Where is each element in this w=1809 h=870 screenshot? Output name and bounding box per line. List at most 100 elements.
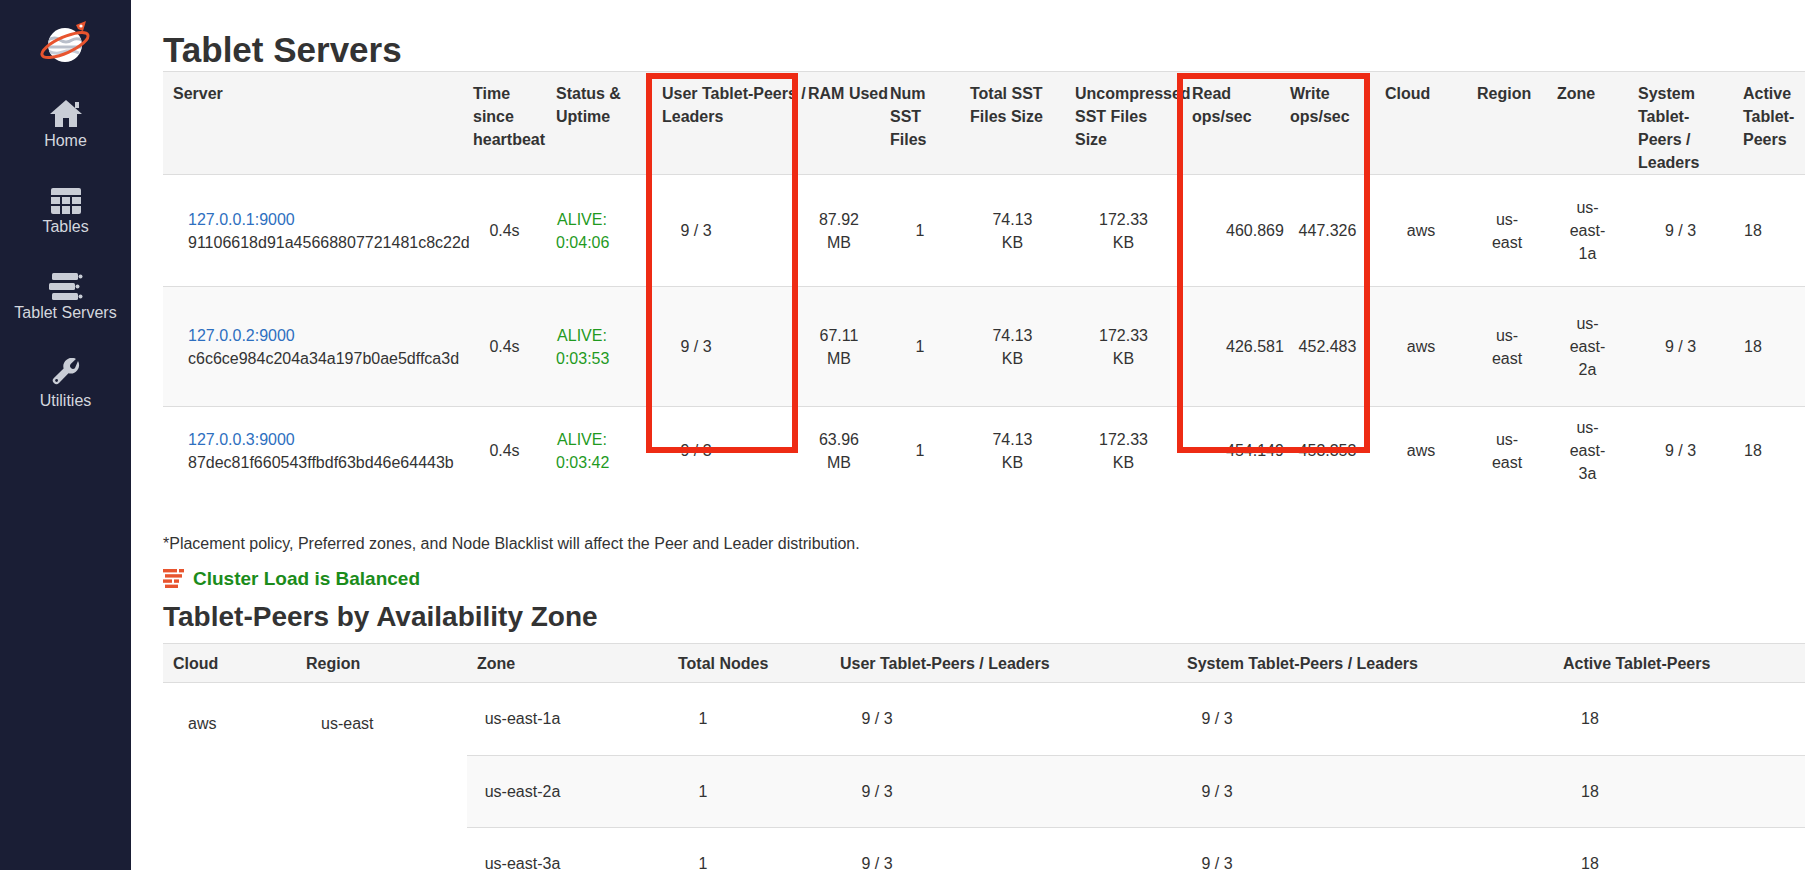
zone-row: us-east-2a 1 9 / 3 9 / 3 18 bbox=[467, 756, 1805, 828]
cell-zone: us-east-1a bbox=[467, 683, 578, 756]
cell-user-peers: 9 / 3 bbox=[828, 756, 926, 828]
cell-status: ALIVE: 0:04:06 bbox=[546, 175, 652, 287]
sidebar-item-home[interactable]: Home bbox=[0, 98, 131, 150]
zones-section-title: Tablet-Peers by Availability Zone bbox=[163, 601, 1809, 633]
sidebar-item-tablet-servers[interactable]: Tablet Servers bbox=[0, 272, 131, 322]
server-uuid: 91106618d91a45668807721481c8c22d bbox=[188, 234, 470, 251]
cell-active-peers: 18 bbox=[1733, 407, 1805, 495]
cluster-load-text: Cluster Load is Balanced bbox=[193, 568, 420, 590]
col-total-nodes: Total Nodes bbox=[668, 643, 830, 682]
col-zone: Zone bbox=[1547, 72, 1628, 175]
col-cloud: Cloud bbox=[163, 643, 296, 682]
server-row: 127.0.0.1:9000 91106618d91a4566880772148… bbox=[163, 175, 1805, 287]
cell-region: us-east bbox=[1467, 407, 1547, 495]
zones-table: Cloud Region Zone Total Nodes User Table… bbox=[163, 643, 1805, 870]
cell-status: ALIVE: 0:03:53 bbox=[546, 287, 652, 407]
col-heartbeat: Time since heartbeat bbox=[463, 72, 546, 175]
col-region: Region bbox=[1467, 72, 1547, 175]
cell-region: us-east bbox=[1467, 175, 1547, 287]
placement-footnote: *Placement policy, Preferred zones, and … bbox=[163, 532, 1809, 555]
cell-total-nodes: 1 bbox=[578, 756, 828, 828]
cell-cloud: aws bbox=[1375, 407, 1467, 495]
cell-system-peers: 9 / 3 bbox=[1628, 175, 1733, 287]
main-content: Tablet Servers Server Time since heartbe… bbox=[131, 0, 1809, 870]
cell-status: ALIVE: 0:03:42 bbox=[546, 407, 652, 495]
col-system-peers: System Tablet-Peers / Leaders bbox=[1628, 72, 1733, 175]
cell-zone: us-east-3a bbox=[1547, 407, 1628, 495]
zone-row: us-east-1a 1 9 / 3 9 / 3 18 bbox=[467, 683, 1805, 756]
sidebar-item-tables[interactable]: Tables bbox=[0, 186, 131, 236]
server-link[interactable]: 127.0.0.1:9000 bbox=[188, 211, 295, 228]
zones-header-row: Cloud Region Zone Total Nodes User Table… bbox=[163, 643, 1805, 682]
col-active-peers: Active Tablet-Peers bbox=[1733, 72, 1805, 175]
cell-ram: 87.92 MB bbox=[798, 175, 880, 287]
cell-zone: us-east-2a bbox=[467, 756, 578, 828]
server-uuid: 87dec81f660543ffbdf63bd46e64443b bbox=[188, 454, 454, 471]
zones-region-cell: us-east bbox=[296, 682, 467, 870]
sidebar: Home Tables Tablet Servers bbox=[0, 0, 131, 870]
cell-total-nodes: 1 bbox=[578, 828, 828, 870]
utilities-icon bbox=[49, 358, 83, 390]
planet-rocket-logo bbox=[38, 16, 94, 72]
cell-uncompressed-sst: 172.33 KB bbox=[1065, 407, 1182, 495]
cell-system-peers: 9 / 3 bbox=[926, 683, 1508, 756]
server-uuid: c6c6ce984c204a34a197b0ae5dffca3d bbox=[188, 350, 459, 367]
server-link[interactable]: 127.0.0.3:9000 bbox=[188, 431, 295, 448]
cell-active-peers: 18 bbox=[1733, 287, 1805, 407]
server-link[interactable]: 127.0.0.2:9000 bbox=[188, 327, 295, 344]
servers-header-row: Server Time since heartbeat Status & Upt… bbox=[163, 72, 1805, 175]
app-logo[interactable] bbox=[0, 0, 131, 72]
cell-cloud: aws bbox=[1375, 287, 1467, 407]
cluster-load-status: Cluster Load is Balanced bbox=[163, 568, 1809, 590]
col-uncompressed-sst: Uncompressed SST Files Size bbox=[1065, 72, 1182, 175]
cell-uncompressed-sst: 172.33 KB bbox=[1065, 287, 1182, 407]
sidebar-item-utilities[interactable]: Utilities bbox=[0, 358, 131, 410]
col-num-sst: Num SST Files bbox=[880, 72, 960, 175]
zones-cloud-cell: aws bbox=[163, 682, 296, 870]
cell-ram: 67.11 MB bbox=[798, 287, 880, 407]
zone-row: us-east-3a 1 9 / 3 9 / 3 18 bbox=[467, 828, 1805, 870]
cell-zone: us-east-2a bbox=[1547, 287, 1628, 407]
sidebar-item-label: Tables bbox=[0, 218, 131, 236]
sidebar-item-label: Home bbox=[0, 132, 131, 150]
col-system-peers: System Tablet-Peers / Leaders bbox=[1177, 643, 1553, 682]
cell-system-peers: 9 / 3 bbox=[1628, 287, 1733, 407]
cell-heartbeat: 0.4s bbox=[463, 175, 546, 287]
cell-system-peers: 9 / 3 bbox=[926, 828, 1508, 870]
cell-cloud: aws bbox=[1375, 175, 1467, 287]
col-cloud: Cloud bbox=[1375, 72, 1467, 175]
cell-total-nodes: 1 bbox=[578, 683, 828, 756]
tablet-servers-icon bbox=[48, 272, 84, 302]
col-user-peers: User Tablet-Peers / Leaders bbox=[830, 643, 1177, 682]
cell-active-peers: 18 bbox=[1508, 756, 1672, 828]
sidebar-item-label: Tablet Servers bbox=[0, 304, 131, 322]
col-zone: Zone bbox=[467, 643, 668, 682]
cell-active-peers: 18 bbox=[1733, 175, 1805, 287]
cell-user-peers: 9 / 3 bbox=[828, 828, 926, 870]
cell-num-sst: 1 bbox=[880, 175, 960, 287]
cell-user-peers: 9 / 3 bbox=[828, 683, 926, 756]
cell-num-sst: 1 bbox=[880, 287, 960, 407]
highlight-box-user-peers bbox=[646, 73, 798, 453]
balance-icon bbox=[163, 569, 184, 588]
page-title: Tablet Servers bbox=[163, 31, 1809, 69]
highlight-box-read-write-ops bbox=[1177, 73, 1370, 453]
cell-total-sst: 74.13 KB bbox=[960, 407, 1065, 495]
home-icon bbox=[48, 98, 84, 130]
col-total-sst: Total SST Files Size bbox=[960, 72, 1065, 175]
cell-system-peers: 9 / 3 bbox=[1628, 407, 1733, 495]
cell-uncompressed-sst: 172.33 KB bbox=[1065, 175, 1182, 287]
cell-ram: 63.96 MB bbox=[798, 407, 880, 495]
cell-heartbeat: 0.4s bbox=[463, 287, 546, 407]
cell-zone: us-east-1a bbox=[1547, 175, 1628, 287]
col-server: Server bbox=[163, 72, 463, 175]
cell-active-peers: 18 bbox=[1508, 683, 1672, 756]
cell-total-sst: 74.13 KB bbox=[960, 175, 1065, 287]
zones-inner-table: us-east-1a 1 9 / 3 9 / 3 18 us-east-2a bbox=[467, 683, 1805, 870]
tables-icon bbox=[49, 186, 83, 216]
sidebar-item-label: Utilities bbox=[0, 392, 131, 410]
cell-system-peers: 9 / 3 bbox=[926, 756, 1508, 828]
server-row: 127.0.0.3:9000 87dec81f660543ffbdf63bd46… bbox=[163, 407, 1805, 495]
cell-region: us-east bbox=[1467, 287, 1547, 407]
cell-total-sst: 74.13 KB bbox=[960, 287, 1065, 407]
